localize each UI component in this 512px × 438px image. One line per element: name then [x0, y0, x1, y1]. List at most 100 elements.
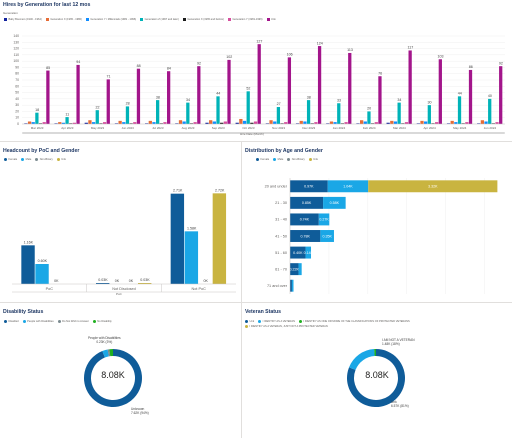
- bar[interactable]: [457, 96, 462, 124]
- bar[interactable]: [310, 123, 314, 124]
- bar[interactable]: [477, 123, 481, 124]
- bar[interactable]: [491, 123, 496, 124]
- bar[interactable]: [24, 123, 28, 124]
- bar[interactable]: [306, 100, 311, 124]
- bar[interactable]: [72, 122, 77, 124]
- bar-segment[interactable]: [290, 246, 306, 259]
- bar-segment[interactable]: [291, 279, 294, 292]
- legend-item[interactable]: Generation Y / Millennials (1981 - 1996): [85, 18, 136, 21]
- bar[interactable]: [102, 122, 107, 124]
- bar[interactable]: [21, 245, 35, 284]
- bar[interactable]: [167, 71, 171, 124]
- bar[interactable]: [446, 123, 451, 124]
- legend-item[interactable]: Non-Binary: [35, 158, 53, 161]
- bar-segment[interactable]: [320, 230, 334, 242]
- bar[interactable]: [118, 120, 122, 124]
- bar[interactable]: [42, 122, 46, 124]
- bar-segment[interactable]: [290, 263, 299, 276]
- bar[interactable]: [212, 121, 216, 124]
- bar[interactable]: [284, 122, 288, 124]
- bar[interactable]: [65, 117, 69, 124]
- bar[interactable]: [303, 121, 307, 124]
- bar-segment[interactable]: [290, 213, 319, 226]
- bar[interactable]: [84, 122, 88, 124]
- bar[interactable]: [152, 122, 156, 124]
- bar[interactable]: [390, 120, 394, 124]
- bar[interactable]: [484, 121, 488, 124]
- bar[interactable]: [404, 122, 409, 124]
- bar[interactable]: [299, 120, 303, 124]
- bar[interactable]: [216, 96, 220, 124]
- legend-item[interactable]: Male: [21, 158, 31, 161]
- legend-item[interactable]: Generation X (1965 - 1980): [45, 18, 82, 21]
- legend-item[interactable]: Unk: [245, 320, 254, 323]
- bar[interactable]: [227, 59, 231, 125]
- bar[interactable]: [370, 123, 375, 124]
- bar[interactable]: [416, 123, 420, 124]
- bar[interactable]: [205, 122, 209, 124]
- bar[interactable]: [197, 66, 201, 124]
- bar[interactable]: [170, 193, 185, 284]
- bar[interactable]: [420, 120, 424, 124]
- bar[interactable]: [133, 122, 137, 124]
- bar[interactable]: [242, 120, 247, 124]
- bar[interactable]: [488, 98, 492, 124]
- bar[interactable]: [148, 120, 152, 124]
- bar[interactable]: [468, 69, 473, 124]
- bar[interactable]: [295, 123, 300, 124]
- legend-item[interactable]: Female: [4, 158, 17, 161]
- bar[interactable]: [96, 283, 110, 284]
- bar[interactable]: [35, 112, 39, 124]
- donut-slice[interactable]: [109, 349, 113, 357]
- bar[interactable]: [88, 120, 92, 124]
- bar[interactable]: [58, 122, 62, 124]
- bar[interactable]: [129, 123, 133, 124]
- bar[interactable]: [265, 123, 270, 124]
- bar[interactable]: [348, 52, 352, 124]
- legend-item[interactable]: Unk: [308, 158, 318, 161]
- legend-item[interactable]: Generation Y (1981-1996): [227, 18, 263, 21]
- legend-item[interactable]: Unk: [266, 18, 276, 21]
- bar[interactable]: [273, 121, 277, 124]
- bar[interactable]: [46, 70, 50, 124]
- legend-item[interactable]: Disabled: [4, 320, 19, 323]
- bar[interactable]: [99, 123, 103, 124]
- legend-item[interactable]: Male: [273, 158, 283, 161]
- bar-segment[interactable]: [327, 180, 369, 193]
- bar-segment[interactable]: [290, 230, 321, 242]
- bar[interactable]: [333, 122, 337, 124]
- bar[interactable]: [95, 110, 99, 124]
- bar[interactable]: [145, 123, 149, 124]
- donut-slice[interactable]: [102, 349, 109, 358]
- donut-slice[interactable]: [349, 349, 375, 370]
- legend-item[interactable]: I IDENTIFY AS A VETERAN: [258, 320, 295, 323]
- legend-item[interactable]: Do Not Wish to Answer: [57, 320, 89, 323]
- bar[interactable]: [314, 122, 318, 124]
- bar[interactable]: [69, 123, 73, 124]
- bar[interactable]: [136, 68, 141, 124]
- bar[interactable]: [175, 123, 179, 124]
- bar[interactable]: [424, 121, 428, 124]
- bar[interactable]: [317, 46, 322, 124]
- bar[interactable]: [138, 283, 152, 284]
- bar-segment[interactable]: [323, 196, 346, 209]
- bar[interactable]: [495, 122, 499, 124]
- bar-segment[interactable]: [290, 180, 328, 193]
- bar[interactable]: [125, 106, 130, 124]
- bar[interactable]: [276, 107, 281, 124]
- bar[interactable]: [480, 120, 485, 124]
- bar[interactable]: [114, 123, 119, 124]
- bar[interactable]: [76, 64, 80, 124]
- donut-slice[interactable]: [107, 349, 111, 357]
- bar-segment[interactable]: [298, 263, 302, 276]
- legend-item[interactable]: Female: [256, 158, 269, 161]
- bar[interactable]: [253, 121, 258, 124]
- bar[interactable]: [280, 123, 284, 124]
- bar[interactable]: [454, 122, 458, 124]
- bar[interactable]: [159, 123, 163, 124]
- legend-item[interactable]: No Disability: [92, 320, 112, 323]
- legend-item[interactable]: I IDENTIFY AS ONE OR MORE OF THE CLASSIF…: [299, 320, 410, 323]
- bar[interactable]: [250, 122, 254, 124]
- bar[interactable]: [499, 66, 503, 124]
- bar[interactable]: [31, 122, 35, 124]
